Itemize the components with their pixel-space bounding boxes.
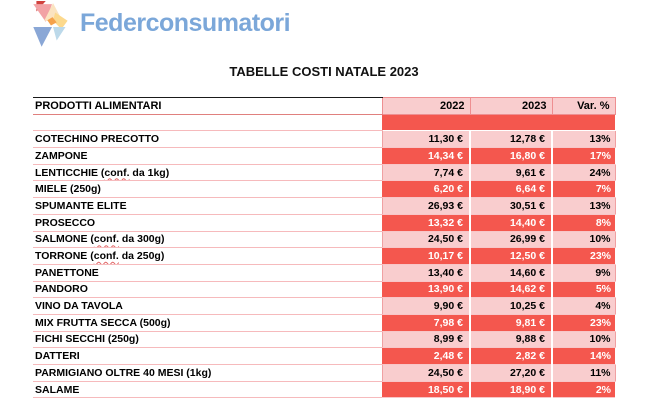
product-name-cell: PARMIGIANO OLTRE 40 MESI (1kg) bbox=[33, 364, 382, 382]
var-percent-cell: 4% bbox=[551, 297, 616, 315]
price-2023-cell: 9,88 € bbox=[469, 331, 552, 349]
var-percent-cell: 14% bbox=[551, 347, 615, 365]
var-percent-cell: 13% bbox=[551, 130, 616, 149]
price-2022-cell: 8,99 € bbox=[381, 331, 470, 349]
table-row: VINO DA TAVOLA 9,90 € 10,25 € 4% bbox=[33, 297, 616, 315]
price-2023-cell: 10,25 € bbox=[469, 297, 552, 315]
var-percent-cell: 5% bbox=[551, 281, 615, 299]
price-2023-cell: 9,61 € bbox=[469, 164, 552, 182]
price-2022-cell: 13,40 € bbox=[381, 264, 470, 282]
table-row: PROSECCO 13,32 € 14,40 € 8% bbox=[33, 214, 615, 232]
price-2023-cell: 14,60 € bbox=[469, 264, 552, 282]
var-percent-cell: 13% bbox=[551, 197, 616, 215]
price-2023-cell: 12,78 € bbox=[469, 130, 552, 149]
product-name-cell: SPUMANTE ELITE bbox=[33, 197, 382, 215]
price-2023-cell: 27,20 € bbox=[469, 364, 552, 382]
column-header-2023: 2023 bbox=[469, 97, 553, 115]
price-2022-cell: 13,32 € bbox=[382, 214, 470, 232]
spacer-row bbox=[33, 114, 615, 132]
spacer-red-band bbox=[382, 114, 615, 132]
var-percent-cell: 11% bbox=[551, 364, 616, 382]
price-2022-cell: 7,98 € bbox=[382, 314, 470, 332]
table-row: PANDORO 13,90 € 14,62 € 5% bbox=[33, 281, 615, 299]
var-percent-cell: 17% bbox=[551, 147, 615, 165]
table-row: DATTERI 2,48 € 2,82 € 14% bbox=[33, 347, 615, 365]
price-2022-cell: 2,48 € bbox=[382, 347, 470, 365]
table-row: SALMONE (conf. da 300g) 24,50 € 26,99 € … bbox=[33, 231, 616, 249]
price-2022-cell: 9,90 € bbox=[381, 297, 470, 315]
table-row: SPUMANTE ELITE 26,93 € 30,51 € 13% bbox=[33, 197, 616, 215]
price-2022-cell: 10,17 € bbox=[382, 247, 470, 265]
price-table: PRODOTTI ALIMENTARI 2022 2023 Var. % COT… bbox=[33, 97, 616, 399]
price-2022-cell: 24,50 € bbox=[381, 364, 470, 382]
price-2023-cell: 14,40 € bbox=[469, 214, 552, 232]
column-header-2022: 2022 bbox=[381, 97, 471, 115]
price-2023-cell: 9,81 € bbox=[469, 314, 552, 332]
price-2022-cell: 6,20 € bbox=[382, 180, 470, 199]
price-2022-cell: 24,50 € bbox=[381, 231, 470, 249]
product-name-cell: SALAME bbox=[33, 381, 382, 399]
product-name-cell: SALMONE (conf. da 300g) bbox=[33, 231, 382, 249]
table-row: COTECHINO PRECOTTO 11,30 € 12,78 € 13% bbox=[33, 130, 616, 149]
table-row: PANETTONE 13,40 € 14,60 € 9% bbox=[33, 264, 616, 282]
price-2022-cell: 13,90 € bbox=[382, 281, 470, 299]
price-2023-cell: 18,90 € bbox=[469, 381, 552, 399]
table-row: ZAMPONE 14,34 € 16,80 € 17% bbox=[33, 147, 615, 165]
spacer-product-cell bbox=[33, 114, 382, 132]
column-header-prodotti: PRODOTTI ALIMENTARI bbox=[33, 97, 382, 115]
product-name-cell: COTECHINO PRECOTTO bbox=[33, 130, 382, 149]
header-row: PRODOTTI ALIMENTARI 2022 2023 Var. % bbox=[33, 97, 616, 115]
price-2022-cell: 7,74 € bbox=[381, 164, 470, 182]
table-row: FICHI SECCHI (250g) 8,99 € 9,88 € 10% bbox=[33, 331, 616, 349]
column-header-var: Var. % bbox=[551, 97, 616, 115]
price-2022-cell: 26,93 € bbox=[381, 197, 470, 215]
var-percent-cell: 23% bbox=[551, 247, 615, 265]
var-percent-cell: 9% bbox=[551, 264, 616, 282]
price-2022-cell: 11,30 € bbox=[381, 130, 470, 149]
var-percent-cell: 10% bbox=[551, 331, 616, 349]
product-name-cell: LENTICCHIE (conf. da 1kg) bbox=[33, 164, 382, 182]
table-row: MIELE (250g) 6,20 € 6,64 € 7% bbox=[33, 180, 615, 199]
product-name-cell: TORRONE (conf. da 250g) bbox=[33, 247, 382, 265]
product-name-cell: PANDORO bbox=[33, 281, 382, 299]
product-name-cell: MIELE (250g) bbox=[33, 180, 382, 199]
table-row: TORRONE (conf. da 250g) 10,17 € 12,50 € … bbox=[33, 247, 615, 265]
price-2022-cell: 18,50 € bbox=[382, 381, 470, 399]
federconsumatori-logo: Federconsumatori bbox=[30, 0, 291, 52]
price-2023-cell: 6,64 € bbox=[469, 180, 552, 199]
price-2023-cell: 26,99 € bbox=[469, 231, 552, 249]
price-2023-cell: 2,82 € bbox=[469, 347, 552, 365]
product-name-cell: ZAMPONE bbox=[33, 147, 382, 165]
table-row: MIX FRUTTA SECCA (500g) 7,98 € 9,81 € 23… bbox=[33, 314, 615, 332]
table-row: LENTICCHIE (conf. da 1kg) 7,74 € 9,61 € … bbox=[33, 164, 616, 182]
var-percent-cell: 2% bbox=[551, 381, 615, 399]
price-2023-cell: 30,51 € bbox=[469, 197, 552, 215]
page-title: TABELLE COSTI NATALE 2023 bbox=[229, 64, 419, 79]
var-percent-cell: 10% bbox=[551, 231, 616, 249]
product-name-cell: PANETTONE bbox=[33, 264, 382, 282]
price-2023-cell: 16,80 € bbox=[469, 147, 552, 165]
price-2022-cell: 14,34 € bbox=[382, 147, 470, 165]
var-percent-cell: 23% bbox=[551, 314, 615, 332]
product-name-cell: PROSECCO bbox=[33, 214, 382, 232]
price-2023-cell: 12,50 € bbox=[469, 247, 552, 265]
product-name-cell: DATTERI bbox=[33, 347, 382, 365]
table-row: SALAME 18,50 € 18,90 € 2% bbox=[33, 381, 615, 399]
product-name-cell: VINO DA TAVOLA bbox=[33, 297, 382, 315]
price-table-container: PRODOTTI ALIMENTARI 2022 2023 Var. % COT… bbox=[33, 97, 616, 399]
pinwheel-triangles-icon bbox=[33, 1, 68, 47]
var-percent-cell: 24% bbox=[551, 164, 616, 182]
brand-name: Federconsumatori bbox=[80, 8, 291, 37]
price-2023-cell: 14,62 € bbox=[469, 281, 552, 299]
var-percent-cell: 8% bbox=[551, 214, 615, 232]
table-row: PARMIGIANO OLTRE 40 MESI (1kg) 24,50 € 2… bbox=[33, 364, 616, 382]
product-name-cell: MIX FRUTTA SECCA (500g) bbox=[33, 314, 382, 332]
product-name-cell: FICHI SECCHI (250g) bbox=[33, 331, 382, 349]
var-percent-cell: 7% bbox=[551, 180, 615, 199]
